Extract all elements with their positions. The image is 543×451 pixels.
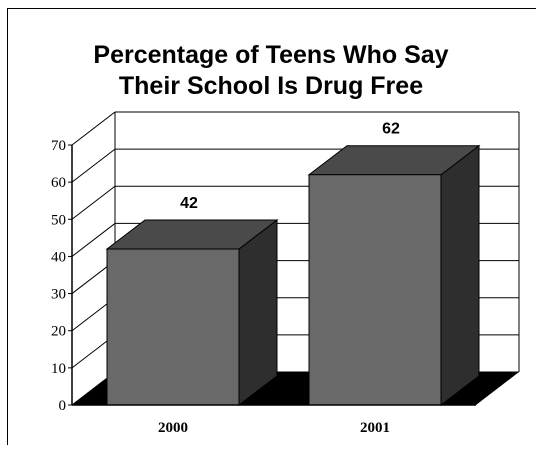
x-tick-label: 2000 (158, 420, 188, 436)
bar (308, 174, 442, 406)
y-tick-label: 70 (51, 138, 66, 154)
x-tick-label: 2001 (360, 420, 390, 436)
y-tick-label: 10 (51, 361, 66, 377)
chart-title-line-2: Their School Is Drug Free (119, 72, 423, 100)
data-label: 42 (180, 195, 198, 212)
chart-frame (7, 8, 536, 445)
y-tick-label: 50 (51, 212, 66, 228)
grid-diagonal (71, 148, 116, 183)
y-tick-label: 20 (51, 324, 66, 340)
grid-diagonal (71, 223, 116, 257)
data-label: 62 (382, 121, 400, 138)
plot-area: 0 10 20 30 40 50 60 70 42 2000 62 2001 (51, 111, 520, 436)
bar-side (440, 144, 480, 407)
bar-side (238, 218, 278, 407)
grid-diagonal (71, 111, 116, 146)
y-tick-label: 60 (51, 175, 66, 191)
y-tick-label: 40 (51, 249, 66, 265)
y-tick-label: 30 (51, 287, 66, 303)
grid-diagonal (71, 185, 116, 220)
y-tick-label: 0 (59, 398, 67, 414)
chart-title-line-1: Percentage of Teens Who Say (93, 41, 448, 69)
bar (106, 248, 240, 406)
